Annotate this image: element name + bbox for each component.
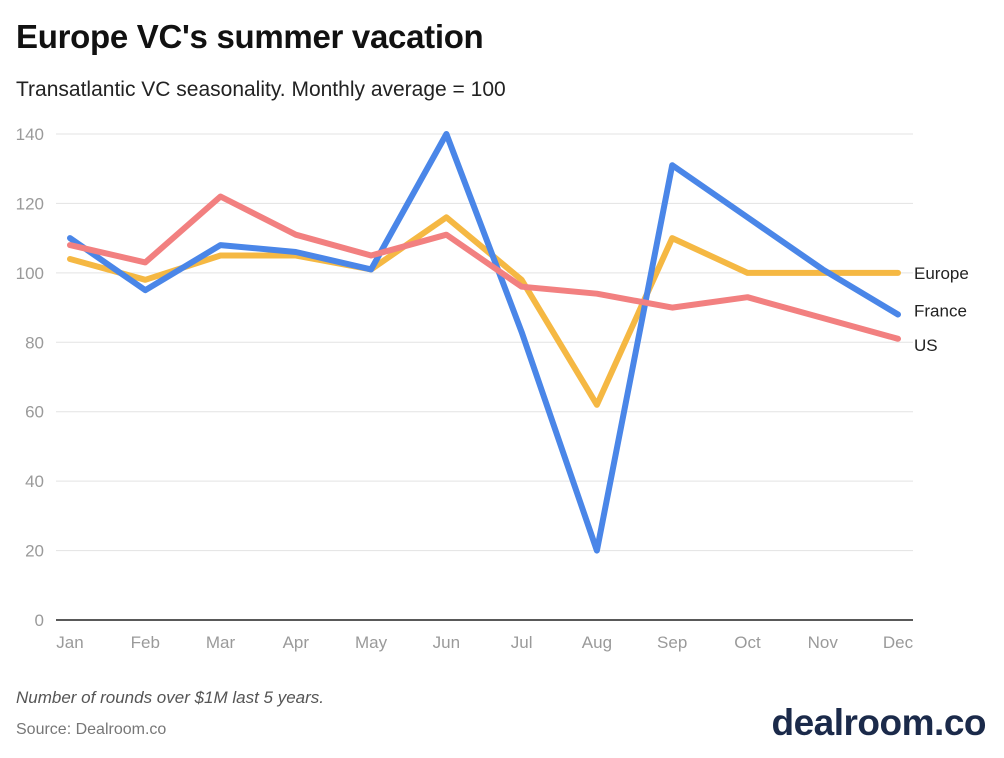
series-line-europe xyxy=(67,214,901,408)
y-tick-label: 0 xyxy=(35,611,44,630)
chart-title: Europe VC's summer vacation xyxy=(16,18,484,55)
dealroom-logo: dealroom.co xyxy=(771,702,987,743)
series-line-us xyxy=(67,193,901,342)
y-tick-label: 60 xyxy=(25,403,44,422)
x-tick-label: Aug xyxy=(582,633,612,652)
y-tick-label: 80 xyxy=(25,333,44,352)
x-tick-label: Jul xyxy=(511,633,533,652)
x-tick-label: Feb xyxy=(131,633,160,652)
y-axis-ticks: 0 20 40 60 80 100 120 140 xyxy=(16,125,44,630)
gridlines xyxy=(56,133,913,621)
x-tick-label: Mar xyxy=(206,633,236,652)
series-label-europe: Europe xyxy=(914,264,969,283)
series-line-france xyxy=(67,131,901,554)
x-tick-label: Sep xyxy=(657,633,687,652)
x-tick-label: Dec xyxy=(883,633,914,652)
chart-subtitle: Transatlantic VC seasonality. Monthly av… xyxy=(16,78,506,101)
y-tick-label: 40 xyxy=(25,472,44,491)
series-lines xyxy=(67,131,901,554)
series-label-us: US xyxy=(914,336,938,355)
series-label-france: France xyxy=(914,302,967,321)
x-tick-label: Jun xyxy=(433,633,460,652)
x-tick-label: May xyxy=(355,633,388,652)
x-tick-label: Apr xyxy=(283,633,310,652)
y-tick-label: 100 xyxy=(16,264,44,283)
y-tick-label: 120 xyxy=(16,194,44,213)
y-tick-label: 140 xyxy=(16,125,44,144)
y-tick-label: 20 xyxy=(25,542,44,561)
x-tick-label: Jan xyxy=(56,633,83,652)
series-labels: Europe France US xyxy=(914,264,969,355)
source-credit: Source: Dealroom.co xyxy=(16,721,167,738)
x-tick-label: Nov xyxy=(808,633,839,652)
x-tick-label: Oct xyxy=(734,633,761,652)
line-chart: 0 20 40 60 80 100 120 140 Jan Feb Mar Apr May Jun Jul… xyxy=(16,125,969,652)
footnote: Number of rounds over $1M last 5 years. xyxy=(16,688,325,707)
x-axis-ticks: Jan Feb Mar Apr May Jun Jul Aug Sep Oct Nov Dec xyxy=(56,633,913,652)
